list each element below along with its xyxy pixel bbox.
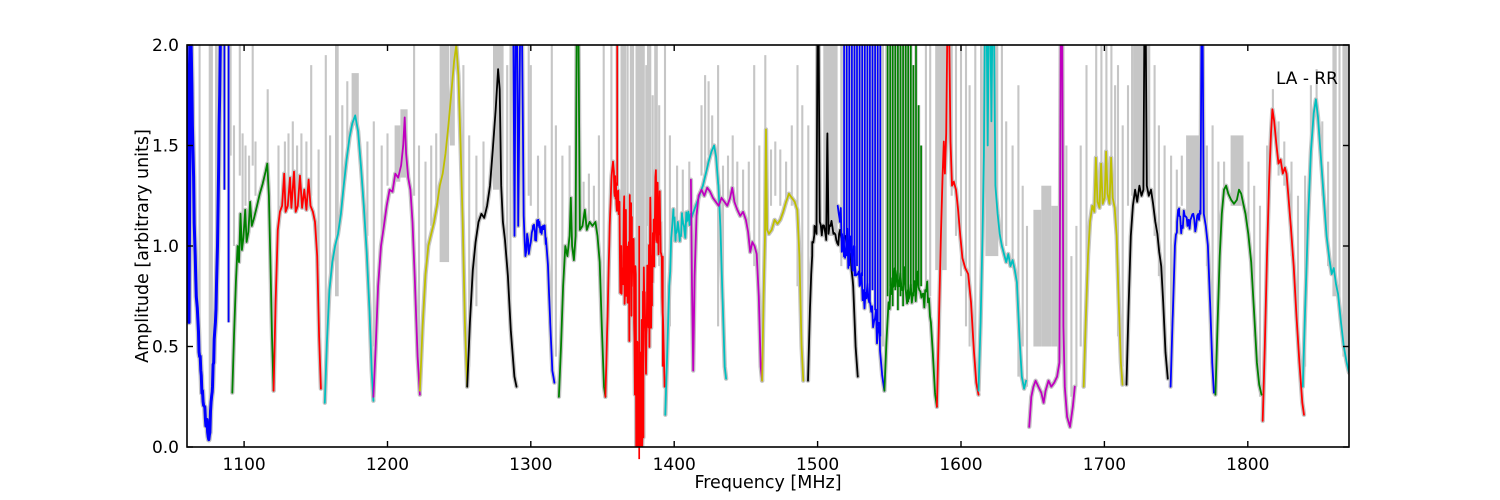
x-tick-label: 1200 xyxy=(366,455,409,475)
band-06-curve xyxy=(418,45,469,392)
x-tick-label: 1700 xyxy=(1083,455,1126,475)
x-tick-label: 1300 xyxy=(509,455,552,475)
gray-block xyxy=(1332,45,1337,297)
y-tick-label: 1.0 xyxy=(152,237,179,257)
data-layer xyxy=(187,45,1349,447)
y-tick-label: 2.0 xyxy=(152,36,179,56)
band-03-curve xyxy=(272,170,322,392)
band-02-curve xyxy=(231,162,275,394)
gray-block xyxy=(1033,209,1042,347)
y-axis-label: Amplitude [arbitrary units] xyxy=(133,129,153,363)
band-13-curve xyxy=(761,128,805,382)
band-05-curve xyxy=(372,116,421,398)
y-tick-label: 0.5 xyxy=(152,338,179,358)
gray-underlay-band-20 xyxy=(1081,149,1125,389)
band-25-curve xyxy=(1301,98,1349,388)
band-15-curve xyxy=(836,204,886,392)
band-10-curve xyxy=(604,160,666,447)
band-07-curve xyxy=(466,68,518,388)
x-tick-label: 1500 xyxy=(796,455,839,475)
band-17-curve xyxy=(936,45,980,408)
x-tick-label: 1800 xyxy=(1226,455,1269,475)
band-19-curve xyxy=(1028,45,1076,428)
gray-block xyxy=(1342,45,1348,357)
band-11-curve xyxy=(664,144,727,416)
band-04-curve xyxy=(323,114,375,404)
gray-block xyxy=(629,45,635,267)
band-12-curve xyxy=(690,178,763,382)
gray-block xyxy=(208,45,213,417)
y-tick-label: 1.5 xyxy=(152,137,179,157)
y-tick-label: 0.0 xyxy=(152,438,179,458)
band-21-curve xyxy=(1125,45,1169,386)
gray-block xyxy=(394,125,401,182)
band-24-curve xyxy=(1261,108,1305,422)
band-22-curve xyxy=(1169,45,1215,394)
gray-underlay-band-12 xyxy=(688,177,765,383)
plot-annotation: LA - RR xyxy=(1276,69,1338,89)
gray-block xyxy=(654,45,658,206)
gray-block xyxy=(335,45,339,297)
x-tick-label: 1100 xyxy=(222,455,265,475)
gray-underlay-band-25 xyxy=(1300,97,1349,389)
band-23-curve xyxy=(1214,184,1263,396)
x-tick-label: 1600 xyxy=(939,455,982,475)
gray-underlay-band-07 xyxy=(465,66,519,389)
gray-block xyxy=(620,45,627,206)
gray-block xyxy=(647,45,652,226)
band-09-curve xyxy=(558,45,607,398)
axes-layer: 1100 1200 1300 1400 1500 1600 1700 1800 0.0 0.5 1.… xyxy=(152,36,1350,475)
gray-block xyxy=(1041,185,1052,347)
band-08-curve xyxy=(512,45,556,384)
band-01-curve xyxy=(187,45,222,442)
band-20-curve xyxy=(1082,150,1124,388)
band-16-curve xyxy=(883,266,938,408)
x-tick-label: 1400 xyxy=(653,455,696,475)
gray-block xyxy=(1186,135,1201,222)
x-axis-label: Frequency [MHz] xyxy=(694,473,841,493)
band-18-curve xyxy=(977,45,1027,392)
gray-block xyxy=(1051,205,1059,347)
gray-block xyxy=(351,73,359,126)
gray-underlay-band-02 xyxy=(230,161,276,395)
gray-block xyxy=(935,45,947,271)
